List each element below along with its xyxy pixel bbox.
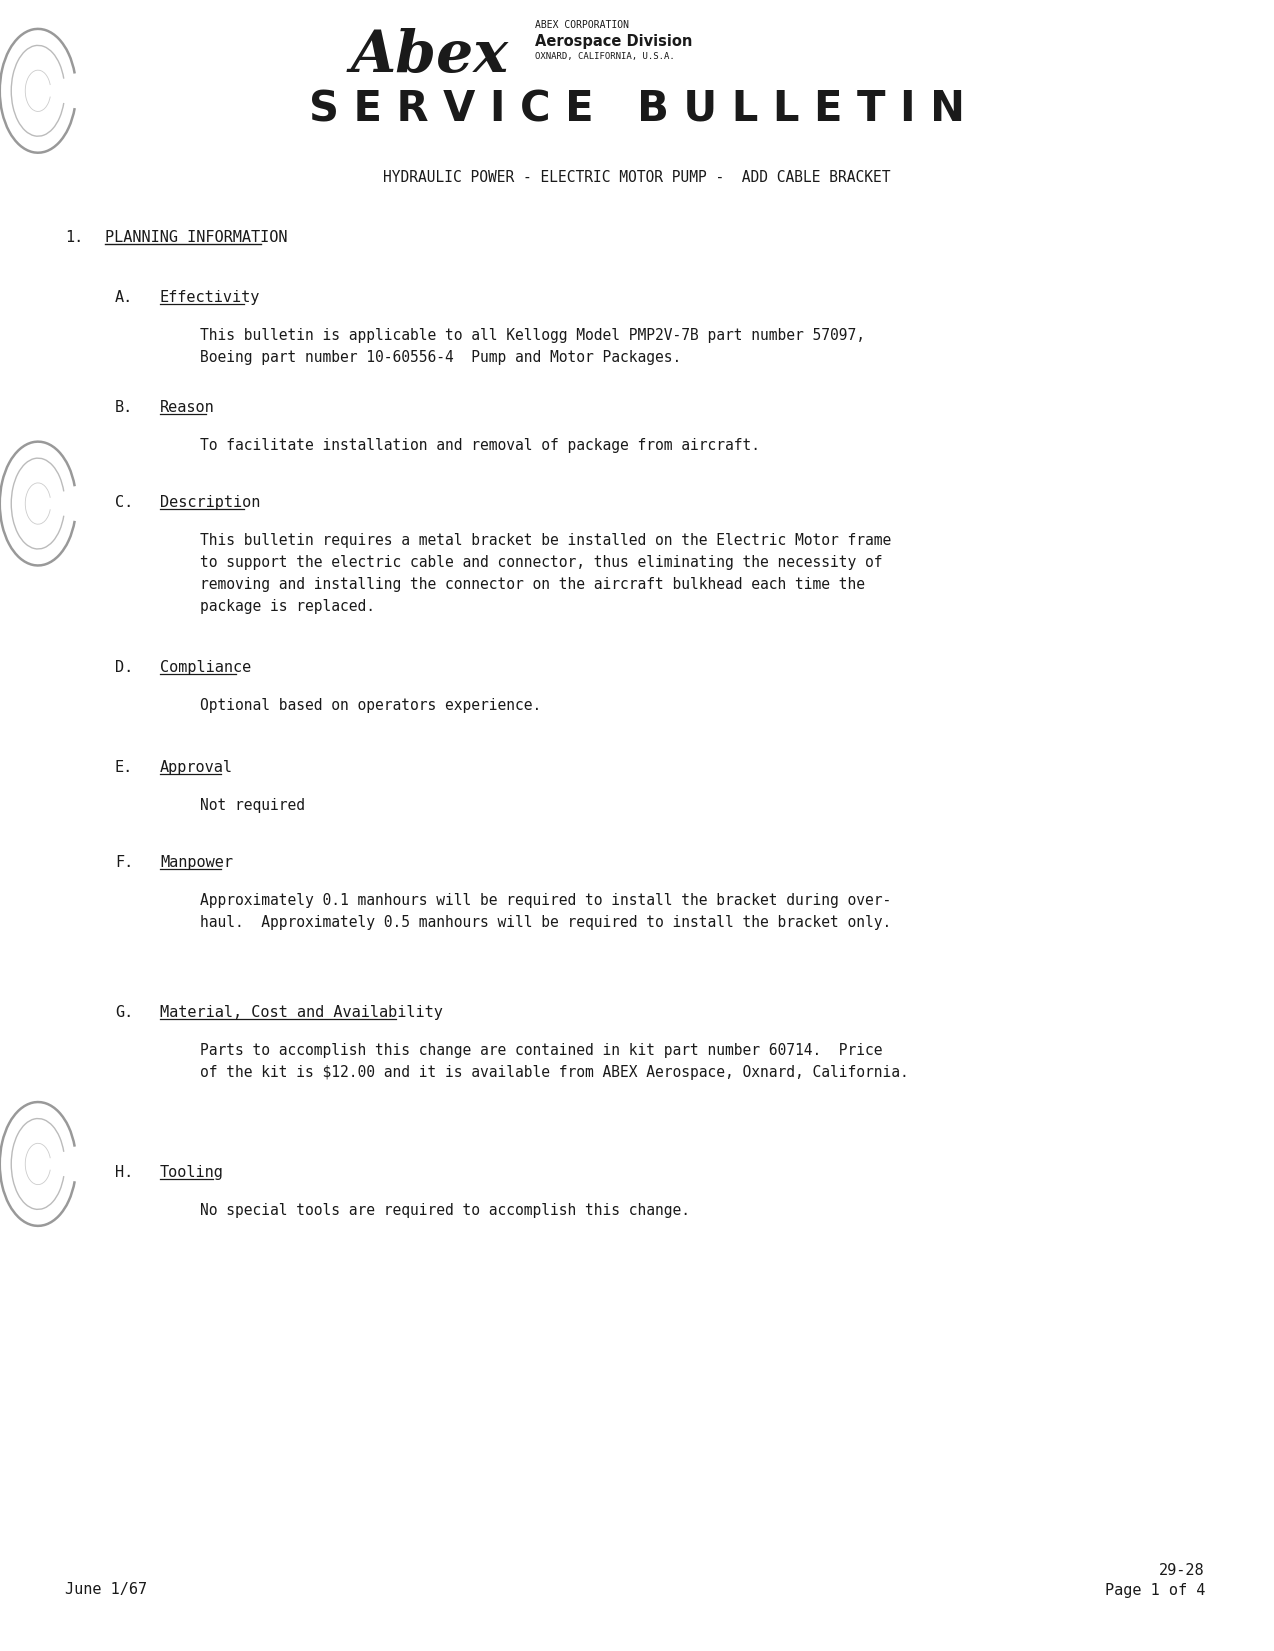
Text: Compliance: Compliance [161, 660, 251, 675]
Text: June 1/67: June 1/67 [65, 1582, 147, 1597]
Text: Boeing part number 10-60556-4  Pump and Motor Packages.: Boeing part number 10-60556-4 Pump and M… [200, 350, 682, 365]
Text: Reason: Reason [161, 400, 215, 414]
Text: B.: B. [115, 400, 134, 414]
Text: PLANNING INFORMATION: PLANNING INFORMATION [104, 229, 288, 244]
Text: Abex: Abex [352, 28, 510, 84]
Text: A.: A. [115, 291, 134, 305]
Text: removing and installing the connector on the aircraft bulkhead each time the: removing and installing the connector on… [200, 576, 865, 593]
Text: Approximately 0.1 manhours will be required to install the bracket during over-: Approximately 0.1 manhours will be requi… [200, 893, 892, 908]
Text: HYDRAULIC POWER - ELECTRIC MOTOR PUMP -  ADD CABLE BRACKET: HYDRAULIC POWER - ELECTRIC MOTOR PUMP - … [383, 170, 891, 185]
Text: Not required: Not required [200, 797, 304, 812]
Text: Page 1 of 4: Page 1 of 4 [1105, 1583, 1205, 1598]
Text: Parts to accomplish this change are contained in kit part number 60714.  Price: Parts to accomplish this change are cont… [200, 1043, 883, 1058]
Text: This bulletin is applicable to all Kellogg Model PMP2V-7B part number 57097,: This bulletin is applicable to all Kello… [200, 329, 865, 343]
Text: Material, Cost and Availability: Material, Cost and Availability [161, 1005, 443, 1020]
Text: Description: Description [161, 495, 260, 510]
Text: H.: H. [115, 1166, 134, 1180]
Text: F.: F. [115, 855, 134, 870]
Text: Aerospace Division: Aerospace Division [535, 35, 692, 50]
Text: to support the electric cable and connector, thus eliminating the necessity of: to support the electric cable and connec… [200, 555, 883, 570]
Text: Optional based on operators experience.: Optional based on operators experience. [200, 698, 541, 713]
Text: S E R V I C E   B U L L E T I N: S E R V I C E B U L L E T I N [310, 88, 964, 130]
Text: C.: C. [115, 495, 134, 510]
Text: D.: D. [115, 660, 134, 675]
Text: Manpower: Manpower [161, 855, 233, 870]
Text: Tooling: Tooling [161, 1166, 224, 1180]
Text: Approval: Approval [161, 759, 233, 774]
Text: No special tools are required to accomplish this change.: No special tools are required to accompl… [200, 1204, 691, 1218]
Text: E.: E. [115, 759, 134, 774]
Text: package is replaced.: package is replaced. [200, 599, 375, 614]
Text: OXNARD, CALIFORNIA, U.S.A.: OXNARD, CALIFORNIA, U.S.A. [535, 51, 675, 61]
Text: To facilitate installation and removal of package from aircraft.: To facilitate installation and removal o… [200, 438, 761, 452]
Text: ABEX CORPORATION: ABEX CORPORATION [535, 20, 629, 30]
Text: Effectivity: Effectivity [161, 291, 260, 305]
Text: This bulletin requires a metal bracket be installed on the Electric Motor frame: This bulletin requires a metal bracket b… [200, 533, 892, 548]
Text: of the kit is $12.00 and it is available from ABEX Aerospace, Oxnard, California: of the kit is $12.00 and it is available… [200, 1065, 908, 1080]
Text: haul.  Approximately 0.5 manhours will be required to install the bracket only.: haul. Approximately 0.5 manhours will be… [200, 915, 892, 930]
Text: 1.: 1. [65, 229, 83, 244]
Text: 29-28: 29-28 [1159, 1563, 1205, 1578]
Text: G.: G. [115, 1005, 134, 1020]
